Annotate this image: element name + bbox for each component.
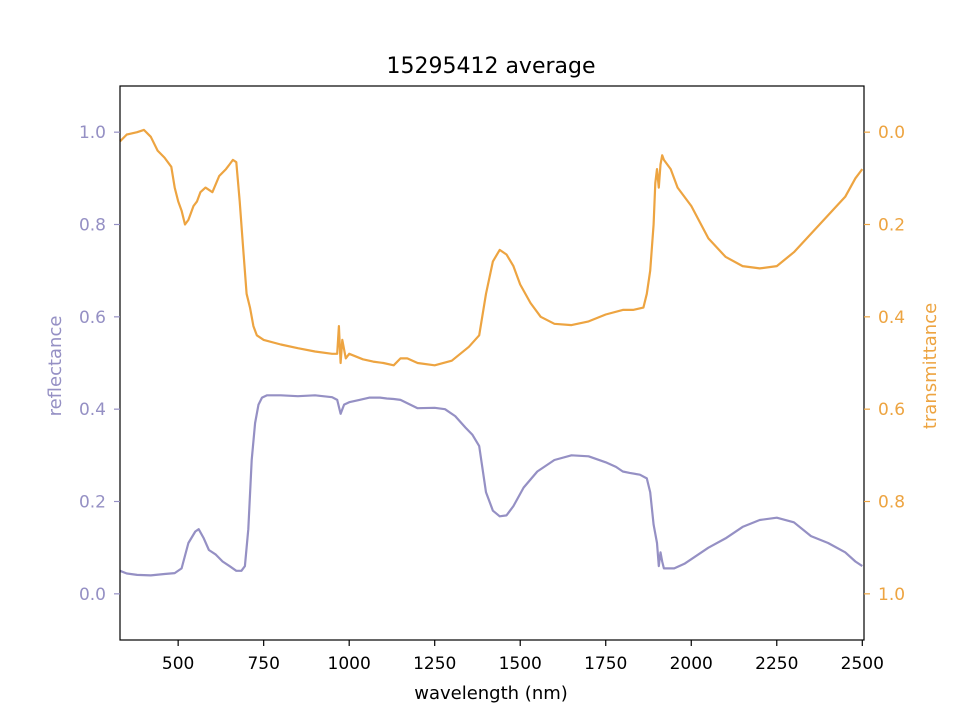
- y-left-tick-label: 0.8: [79, 216, 106, 236]
- plot-area: [119, 128, 864, 577]
- plot-frame: [119, 85, 865, 641]
- x-tick-label: 1250: [413, 654, 456, 674]
- chart-title: 15295412 average: [386, 54, 595, 79]
- x-tick-label: 1000: [328, 654, 371, 674]
- y-left-tick-label: 0.6: [79, 308, 106, 328]
- y-right-tick-label: 0.0: [878, 123, 905, 143]
- y-left-tick-label: 0.0: [79, 585, 106, 605]
- y-right-tick-label: 0.6: [878, 400, 905, 420]
- x-tick-label: 2250: [755, 654, 798, 674]
- x-axis-label: wavelength (nm): [414, 683, 568, 704]
- y-left-tick-label: 0.4: [79, 400, 106, 420]
- y-axis-right: 0.0 0.2 0.4 0.6 0.8 1.0: [864, 123, 905, 605]
- y-right-tick-label: 1.0: [878, 585, 905, 605]
- x-tick-label: 2500: [841, 654, 884, 674]
- y-left-tick-label: 0.2: [79, 493, 106, 513]
- x-tick-label: 1750: [584, 654, 627, 674]
- x-tick-label: 1500: [499, 654, 542, 674]
- x-tick-label: 500: [162, 654, 194, 674]
- y-axis-left-label: reflectance: [45, 316, 66, 417]
- y-axis-left: 0.0 0.2 0.4 0.6 0.8 1.0: [79, 123, 120, 605]
- y-left-tick-label: 1.0: [79, 123, 106, 143]
- y-right-tick-label: 0.4: [878, 308, 905, 328]
- x-axis: 500 750 1000 1250 1500 1750 2000 2250 2500: [162, 640, 884, 674]
- x-tick-label: 750: [247, 654, 279, 674]
- y-axis-right-label: transmittance: [920, 303, 941, 429]
- reflectance-line: [119, 394, 863, 577]
- transmittance-line: [119, 128, 864, 367]
- y-right-tick-label: 0.2: [878, 216, 905, 236]
- x-tick-label: 2000: [670, 654, 713, 674]
- y-right-tick-label: 0.8: [878, 493, 905, 513]
